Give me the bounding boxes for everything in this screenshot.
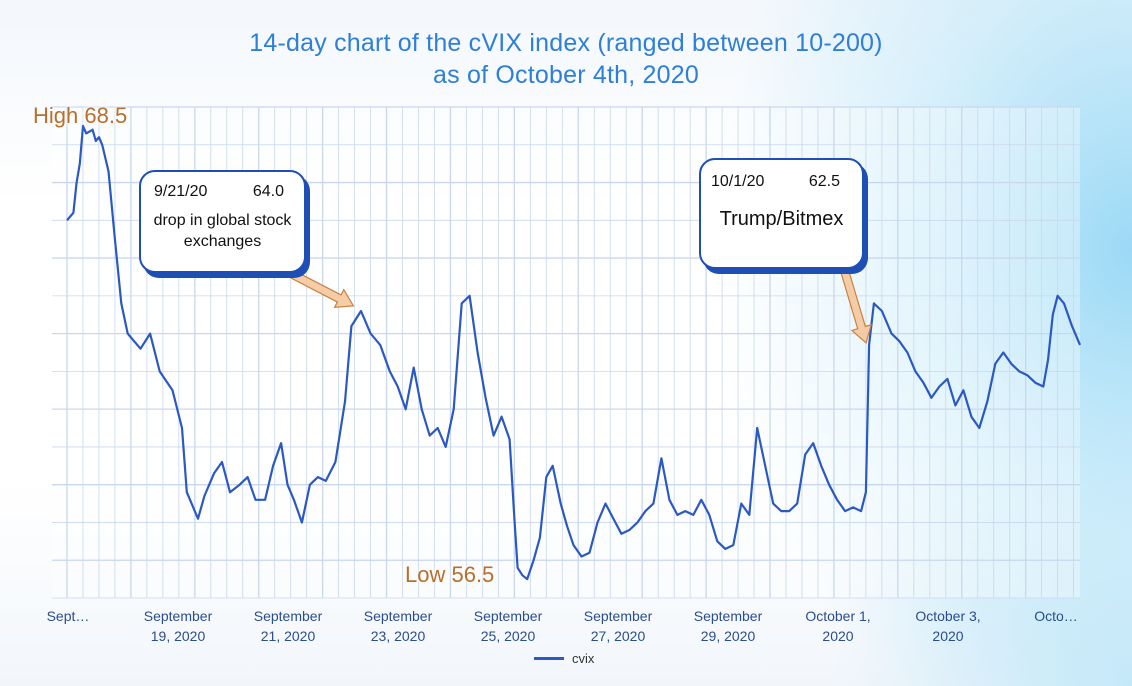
x-tick-label: Sept… [46, 608, 90, 624]
x-tick-label: October 1, 2020 [805, 608, 871, 644]
x-tick-label: September 21, 2020 [253, 608, 323, 644]
callout-note: Trump/Bitmex [719, 208, 844, 230]
high-annotation: High 68.5 [33, 103, 128, 128]
x-tick-label: Octo… [1034, 608, 1078, 624]
x-tick-label: September 27, 2020 [583, 608, 653, 644]
series-line-cvix [66, 124, 1082, 581]
x-tick-label: September 23, 2020 [363, 608, 433, 644]
legend-label: cvix [572, 651, 595, 666]
callout-note: drop in global stock exchanges [153, 212, 292, 250]
callout-date: 10/1/20 [711, 173, 765, 190]
legend: cvix [534, 651, 594, 666]
callout-trump-bitmex: 10/1/20 62.5 Trump/Bitmex [699, 158, 864, 269]
chart-title-line-2: as of October 4th, 2020 [433, 61, 699, 89]
x-tick-label: September 19, 2020 [143, 608, 213, 644]
callout-date: 9/21/20 [154, 183, 208, 200]
callout-arrow-stock-drop [285, 267, 355, 309]
legend-swatch [534, 657, 564, 660]
callout-value: 64.0 [252, 183, 284, 200]
x-tick-label: September 25, 2020 [473, 608, 543, 644]
low-annotation: Low 56.5 [405, 562, 495, 587]
x-tick-label: October 3, 2020 [915, 608, 981, 644]
callout-arrow-trump-bitmex [837, 260, 872, 345]
callout-value: 62.5 [808, 173, 840, 190]
chart-title-line-1: 14-day chart of the cVIX index (ranged b… [249, 29, 883, 57]
x-tick-label: September 29, 2020 [693, 608, 763, 644]
callout-stock-drop: 9/21/20 64.0 drop in global stock exchan… [139, 170, 306, 273]
